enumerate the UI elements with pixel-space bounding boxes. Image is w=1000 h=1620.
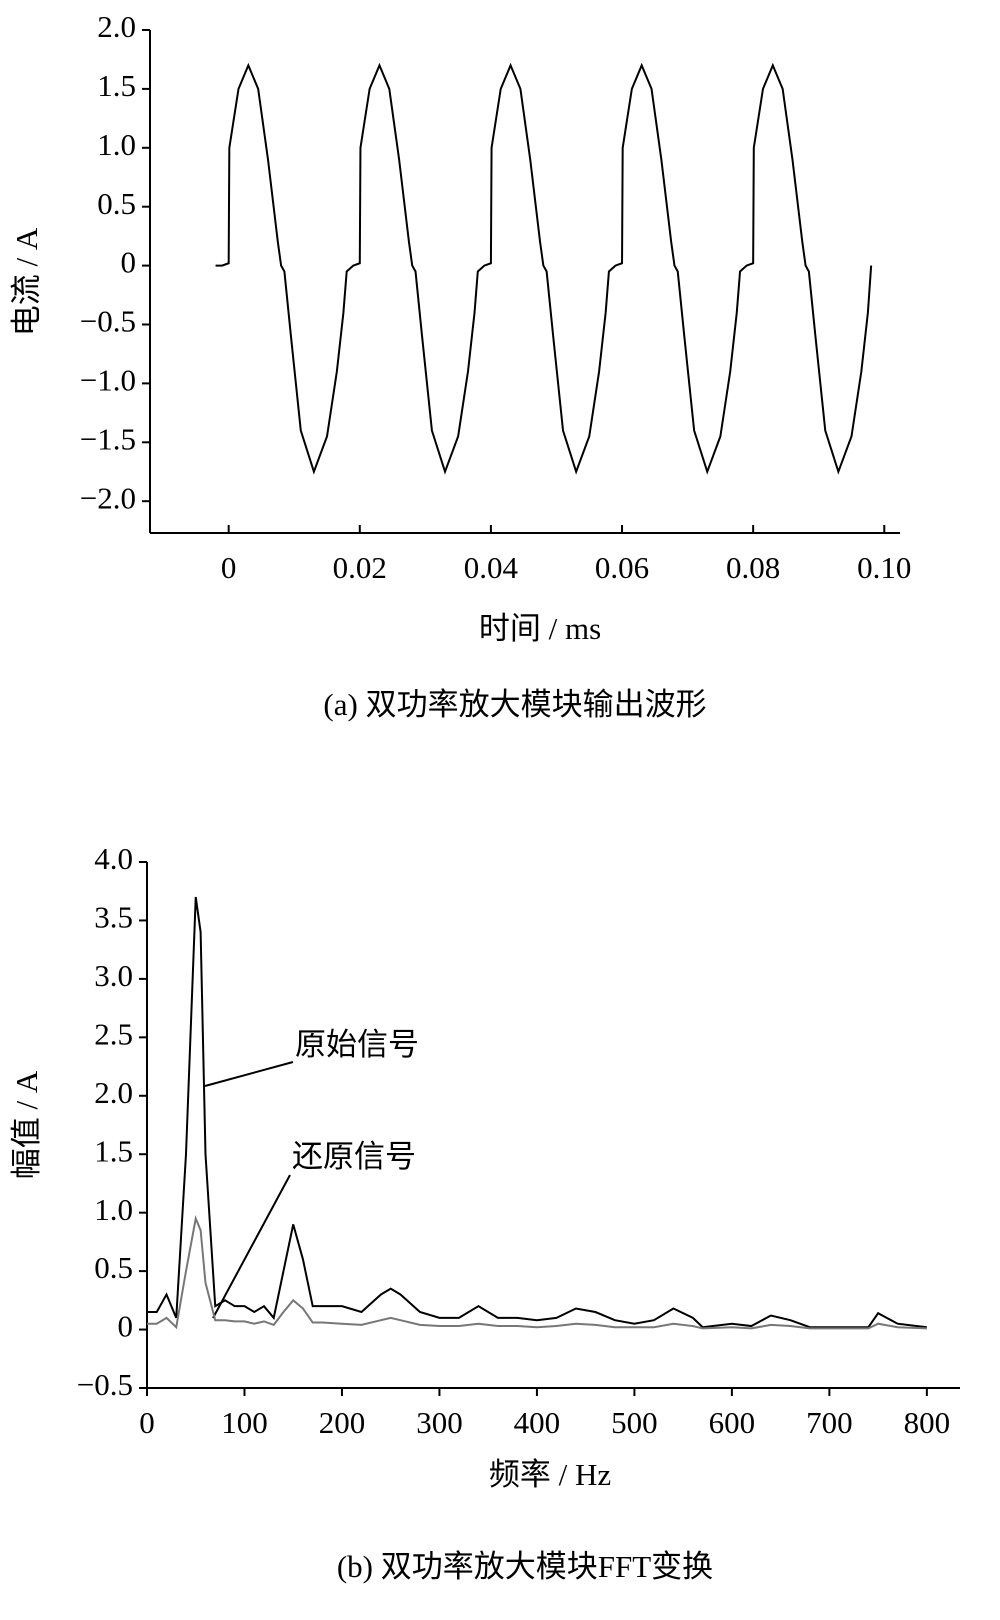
y-tick-label: 0 [118, 1309, 134, 1344]
x-tick-label: 700 [806, 1405, 853, 1440]
x-tick-label: 0.04 [464, 550, 519, 585]
x-tick-label: 100 [221, 1405, 268, 1440]
y-tick-label: 1.0 [94, 1192, 133, 1227]
x-tick-label: 300 [416, 1405, 463, 1440]
y-tick-label: 0.5 [97, 186, 136, 221]
series-line [147, 896, 927, 1329]
x-tick-label: 200 [319, 1405, 366, 1440]
y-tick-label: 1.0 [97, 127, 136, 162]
annotation: 还原信号 [292, 1139, 416, 1174]
x-tick-label: 0.02 [333, 550, 387, 585]
x-tick-label: 0 [139, 1405, 155, 1440]
annotation: 原始信号 [295, 1027, 419, 1062]
y-tick-label: −0.5 [77, 1367, 133, 1402]
x-tick-label: 600 [709, 1405, 756, 1440]
y-tick-label: 1.5 [94, 1133, 133, 1168]
x-tick-label: 0.08 [726, 550, 780, 585]
x-tick-label: 500 [611, 1405, 658, 1440]
y-axis-label: 电流 / A [9, 227, 44, 336]
y-tick-label: 0 [121, 245, 137, 280]
y-tick-label: 3.0 [94, 958, 133, 993]
y-axis-label: 幅值 / A [9, 1070, 44, 1179]
x-tick-label: 0.10 [857, 550, 911, 585]
x-axis-label: 频率 / Hz [489, 1457, 611, 1492]
leader-line [212, 1174, 291, 1319]
y-tick-label: 1.5 [97, 68, 136, 103]
y-tick-label: 0.5 [94, 1250, 133, 1285]
series-line [215, 62, 873, 475]
y-tick-label: 2.0 [97, 9, 136, 44]
y-tick-label: 2.0 [94, 1075, 133, 1110]
y-tick-label: −1.5 [80, 421, 136, 456]
y-tick-label: 4.0 [94, 841, 133, 876]
x-tick-label: 0.06 [595, 550, 649, 585]
x-tick-label: 0 [221, 550, 237, 585]
caption: (b) 双功率放大模块FFT变换 [337, 1549, 713, 1584]
y-tick-label: −2.0 [80, 480, 136, 515]
series-line [147, 1215, 927, 1330]
y-tick-label: −1.0 [80, 363, 136, 398]
y-tick-label: 3.5 [94, 900, 133, 935]
y-tick-label: 2.5 [94, 1016, 133, 1051]
caption: (a) 双功率放大模块输出波形 [323, 687, 706, 722]
y-tick-label: −0.5 [80, 304, 136, 339]
leader-line [204, 1061, 294, 1087]
x-tick-label: 800 [904, 1405, 951, 1440]
x-tick-label: 400 [514, 1405, 561, 1440]
x-axis-label: 时间 / ms [479, 611, 601, 646]
